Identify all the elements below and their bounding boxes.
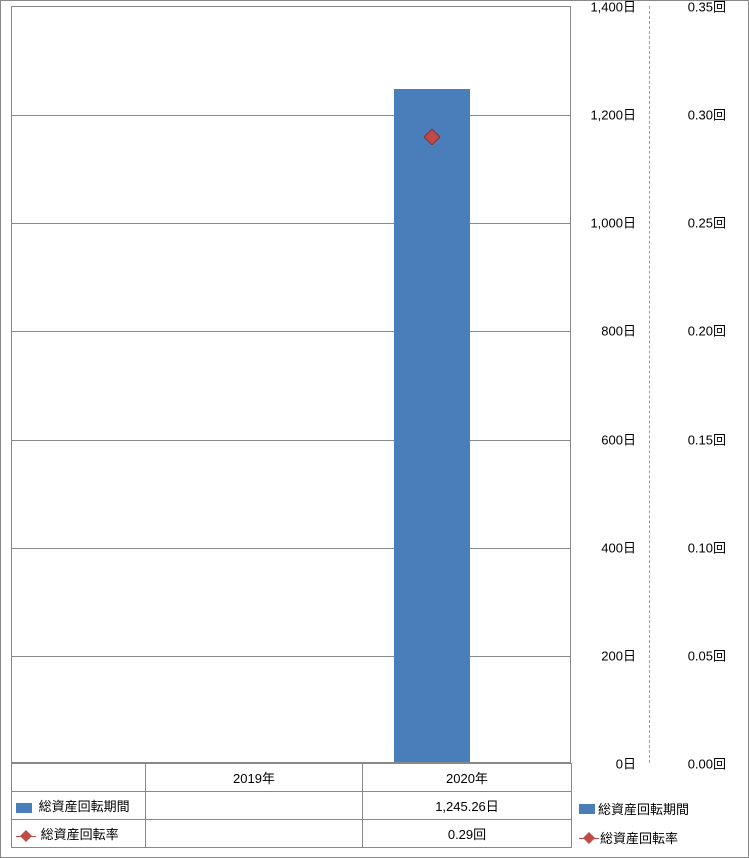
gridline <box>12 440 570 441</box>
table-row: 2019年 2020年 <box>12 764 572 792</box>
axis-tick: 600日 <box>601 430 636 449</box>
legend-label: 総資産回転期間 <box>598 799 689 818</box>
axis-tick: 800日 <box>601 321 636 340</box>
axis-tick: 0.30回 <box>688 105 726 124</box>
table-row-header: 総資産回転期間 <box>12 792 146 820</box>
row-header-label: 総資産回転率 <box>41 827 119 842</box>
axis-tick: 0.10回 <box>688 538 726 557</box>
axis-tick: 1,000日 <box>590 213 636 232</box>
table-col-header: 2019年 <box>146 764 363 792</box>
axis-tick: 400日 <box>601 538 636 557</box>
diamond-marker-icon <box>579 832 599 844</box>
diamond-marker-icon <box>16 830 36 842</box>
table-row: 総資産回転期間 1,245.26日 <box>12 792 572 820</box>
axis-tick: 200日 <box>601 646 636 665</box>
gridline <box>12 548 570 549</box>
bar-2020 <box>394 89 470 762</box>
legend-item: 総資産回転期間 <box>576 794 689 823</box>
legend: 総資産回転期間 総資産回転率 <box>576 794 689 852</box>
marker-2020 <box>424 129 440 145</box>
y-axis-left: 0日 200日 400日 600日 800日 1,000日 1,200日 1,4… <box>576 6 636 763</box>
axis-tick: 0.35回 <box>688 0 726 16</box>
table-cell <box>146 820 363 848</box>
bar-swatch-icon <box>16 803 32 813</box>
axis-tick: 0日 <box>616 754 636 773</box>
gridline <box>12 223 570 224</box>
axis-tick: 0.15回 <box>688 430 726 449</box>
y-axis-right: 0.00回 0.05回 0.10回 0.15回 0.20回 0.25回 0.30… <box>666 6 726 763</box>
axis-tick: 1,200日 <box>590 105 636 124</box>
axis-tick: 0.05回 <box>688 646 726 665</box>
bar-swatch-icon <box>579 804 595 814</box>
table-row: 総資産回転率 0.29回 <box>12 820 572 848</box>
legend-item: 総資産回転率 <box>576 823 689 852</box>
data-table: 2019年 2020年 総資産回転期間 1,245.26日 総資産回転率 0.2… <box>11 763 572 848</box>
table-cell: 0.29回 <box>363 820 572 848</box>
plot-area <box>11 6 571 763</box>
axis-tick: 1,400日 <box>590 0 636 16</box>
chart-container: 0日 200日 400日 600日 800日 1,000日 1,200日 1,4… <box>0 0 749 858</box>
gridline <box>12 115 570 116</box>
gridline <box>12 656 570 657</box>
secondary-axis-line <box>649 6 650 763</box>
row-header-label: 総資産回転期間 <box>39 799 130 814</box>
table-cell <box>146 792 363 820</box>
table-corner <box>12 764 146 792</box>
table-cell: 1,245.26日 <box>363 792 572 820</box>
axis-tick: 0.00回 <box>688 754 726 773</box>
axis-tick: 0.20回 <box>688 321 726 340</box>
table-row-header: 総資産回転率 <box>12 820 146 848</box>
axis-tick: 0.25回 <box>688 213 726 232</box>
table-col-header: 2020年 <box>363 764 572 792</box>
gridline <box>12 331 570 332</box>
legend-label: 総資産回転率 <box>600 828 678 847</box>
